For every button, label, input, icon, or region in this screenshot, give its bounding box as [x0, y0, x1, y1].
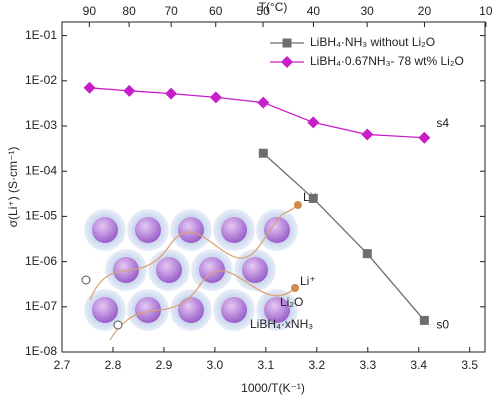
x-tick-label: 3.3: [359, 358, 376, 372]
inset-core: [178, 297, 204, 323]
data-point: [123, 84, 136, 97]
data-point: [308, 193, 318, 203]
inset-core: [135, 297, 161, 323]
legend-marker: [281, 56, 293, 68]
inset-path: [109, 270, 296, 341]
x-axis-label: 1000/T(K⁻¹): [241, 381, 305, 395]
data-point: [307, 116, 320, 129]
inset-core: [221, 217, 247, 243]
data-point: [165, 87, 178, 100]
inset-core: [199, 257, 225, 283]
y-tick-label: 1E-08: [25, 344, 57, 358]
y-tick-label: 1E-06: [25, 254, 57, 268]
data-point: [419, 315, 429, 325]
inset-core: [264, 217, 290, 243]
inset-core: [242, 257, 268, 283]
inset-label: LiBH₄·xNH₃: [250, 317, 313, 331]
y-tick-label: 1E-05: [25, 209, 57, 223]
x-tick-label: 2.8: [105, 358, 122, 372]
inset-core: [135, 217, 161, 243]
x2-tick-label: 20: [418, 4, 432, 18]
inset-core: [221, 297, 247, 323]
x-tick-label: 3.4: [410, 358, 427, 372]
x2-tick-label: 30: [360, 4, 374, 18]
legend-label: LiBH₄·NH₃ without Li₂O: [310, 35, 435, 49]
y-tick-label: 1E-02: [25, 73, 57, 87]
y-axis-label: σ(Li⁺) (S·cm⁻¹): [6, 147, 20, 228]
y-tick-label: 1E-07: [25, 299, 57, 313]
x2-tick-label: 40: [307, 4, 321, 18]
inset-core: [92, 217, 118, 243]
x2-tick-label: 50: [256, 4, 270, 18]
inset-core: [92, 297, 118, 323]
inset-o: [81, 275, 91, 285]
legend-label: LiBH₄·0.67NH₃- 78 wt% Li₂O: [310, 54, 464, 68]
series-label: s4: [436, 116, 449, 130]
x2-tick-label: 80: [122, 4, 136, 18]
series-line: [262, 152, 425, 321]
data-point: [258, 148, 268, 158]
series-line: [89, 87, 425, 139]
inset-core: [156, 257, 182, 283]
x2-tick-label: 70: [164, 4, 178, 18]
inset-core: [178, 217, 204, 243]
inset-path: [89, 204, 299, 301]
data-point: [83, 81, 96, 94]
inset-label: Li₂O: [280, 295, 303, 309]
x-tick-label: 3.2: [308, 358, 325, 372]
plot-frame: [61, 21, 486, 353]
inset-label: Li⁺: [300, 274, 316, 288]
x2-tick-label: 60: [209, 4, 223, 18]
data-point: [362, 249, 372, 259]
inset-o: [113, 320, 123, 330]
data-point: [257, 96, 270, 109]
data-point: [209, 91, 222, 104]
inset-ion: [294, 201, 302, 209]
y-tick-label: 1E-04: [25, 163, 57, 177]
x2-axis-label: T(°C): [259, 0, 288, 14]
inset-core: [264, 297, 290, 323]
x2-tick-label: 10: [479, 4, 493, 18]
x2-tick-label: 90: [83, 4, 97, 18]
inset-ion: [291, 284, 299, 292]
y-tick-label: 1E-01: [25, 28, 57, 42]
y-tick-label: 1E-03: [25, 118, 57, 132]
data-point: [361, 128, 374, 141]
inset-core: [113, 257, 139, 283]
x-tick-label: 2.9: [156, 358, 173, 372]
x-tick-label: 2.7: [54, 358, 71, 372]
legend-marker: [282, 38, 292, 48]
x-tick-label: 3.5: [461, 358, 478, 372]
data-point: [418, 131, 431, 144]
x-tick-label: 3.0: [207, 358, 224, 372]
x-tick-label: 3.1: [258, 358, 275, 372]
series-label: s0: [436, 318, 449, 332]
